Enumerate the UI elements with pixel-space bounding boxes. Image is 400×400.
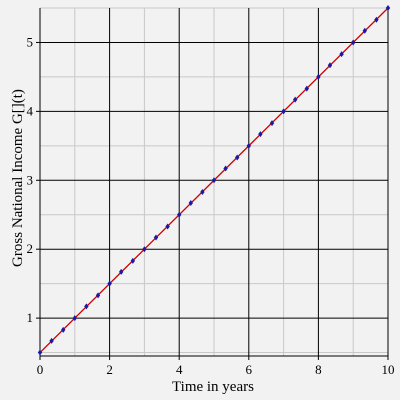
major-gridlines [40,8,389,356]
data-point [292,96,298,103]
data-point [72,315,77,322]
data-point [374,16,379,23]
data-point [385,5,391,11]
x-axis-ticks: 0 2 4 6 8 10 [37,356,395,377]
data-point [223,165,228,172]
x-axis-label: Time in years [172,379,254,395]
y-tick-label: 2 [27,241,34,256]
x-tick-label: 10 [382,362,395,377]
data-point [177,211,182,218]
data-point [153,234,159,241]
data-point [246,142,251,149]
data-point [327,62,333,69]
data-point [130,257,136,264]
x-tick-label: 2 [106,362,113,377]
x-tick-label: 0 [37,362,44,377]
data-point [165,223,170,230]
y-axis-label: Gross National Income G[](t) [10,89,26,267]
y-axis-ticks: 1 2 3 4 5 [27,34,40,325]
data-point [258,131,263,138]
y-tick-label: 1 [27,310,34,325]
x-tick-label: 4 [176,362,183,377]
data-point [281,108,286,115]
x-tick-label: 6 [246,362,253,377]
series-markers-group [37,5,391,356]
axes [39,8,388,357]
data-point [84,303,89,310]
y-tick-label: 3 [27,172,34,187]
data-point [49,337,54,344]
data-point [235,154,240,161]
data-point [118,268,124,275]
y-tick-label: 4 [27,103,34,118]
data-point [142,246,147,253]
data-point [37,349,43,356]
data-point [107,280,112,287]
data-point [211,177,217,184]
x-tick-label: 8 [315,362,322,377]
data-point [200,188,205,195]
y-tick-label: 5 [27,34,34,49]
data-point [188,200,193,207]
data-point [316,73,321,80]
data-point [362,27,367,34]
minor-gridlines [40,7,388,356]
data-point [304,85,310,92]
data-point [61,326,66,333]
data-point [339,51,344,58]
data-point [269,120,275,127]
data-point [95,292,101,299]
data-point [351,39,356,46]
